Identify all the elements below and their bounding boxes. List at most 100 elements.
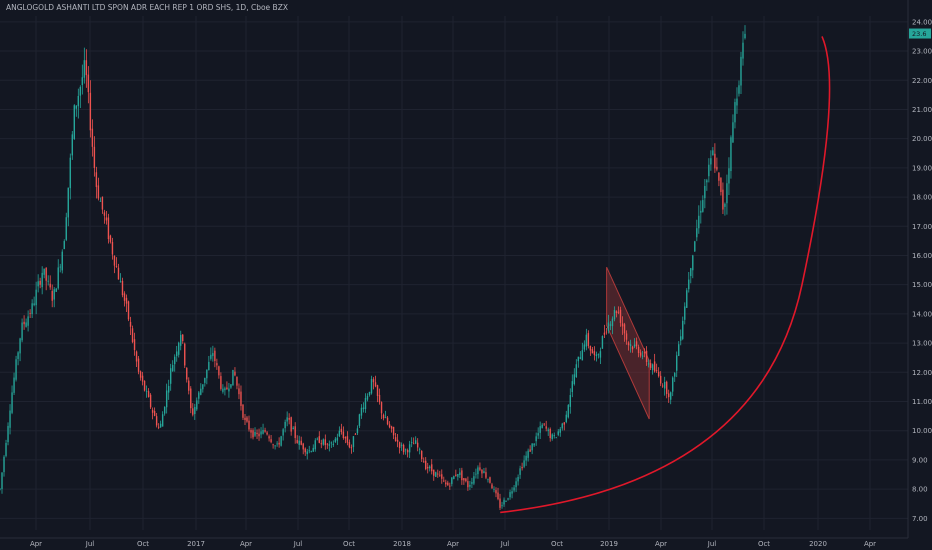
candle-body xyxy=(157,426,160,428)
candle-body xyxy=(266,432,268,435)
candle-body xyxy=(260,431,262,435)
candle-body xyxy=(471,481,473,484)
candle-body xyxy=(449,485,451,487)
x-tick-label: Apr xyxy=(240,540,252,548)
candle-body xyxy=(744,33,746,39)
parabolic-curve xyxy=(500,36,831,514)
candle-body xyxy=(665,381,668,394)
candle-body xyxy=(204,377,206,383)
candle-body xyxy=(501,505,503,507)
candle-body xyxy=(81,77,84,86)
candle-body xyxy=(376,385,379,396)
candle-body xyxy=(659,375,662,384)
candle-body xyxy=(75,105,78,109)
candle-body xyxy=(95,172,98,187)
candle-body xyxy=(649,363,652,368)
candle-body xyxy=(589,346,592,351)
candle-body xyxy=(346,436,349,443)
candle-body xyxy=(565,414,567,423)
y-tick-label: 12.00 xyxy=(912,369,932,377)
candle-body xyxy=(479,467,481,470)
candle-body xyxy=(517,477,519,482)
candle-body xyxy=(137,358,140,372)
x-tick-label: 2017 xyxy=(187,540,205,548)
candle-body xyxy=(437,473,439,475)
candle-body xyxy=(491,484,493,489)
candle-body xyxy=(667,393,670,398)
candle-body xyxy=(312,447,314,452)
candle-body xyxy=(412,443,415,445)
candle-body xyxy=(354,433,357,435)
candle-body xyxy=(109,235,112,242)
candle-body xyxy=(724,203,726,207)
candle-body xyxy=(232,369,234,386)
candle-body xyxy=(706,180,708,183)
candle-body xyxy=(551,434,553,440)
candle-body xyxy=(601,336,604,349)
candle-body xyxy=(59,266,61,268)
candle-body xyxy=(631,346,634,350)
candle-body xyxy=(457,473,459,477)
candle-body xyxy=(13,377,15,393)
candle-body xyxy=(455,474,457,476)
candle-body xyxy=(547,429,549,432)
candle-body xyxy=(398,442,401,449)
candle-body xyxy=(728,168,730,184)
candle-body xyxy=(597,354,600,356)
candle-body xyxy=(23,321,25,325)
candle-body xyxy=(410,442,413,443)
candle-body xyxy=(286,417,288,422)
candle-body xyxy=(505,501,507,502)
candle-body xyxy=(188,380,190,391)
candle-body xyxy=(396,439,399,442)
candle-body xyxy=(489,477,491,483)
candle-body xyxy=(549,429,551,439)
candle-body xyxy=(465,478,467,482)
candle-body xyxy=(414,440,417,444)
candle-body xyxy=(336,437,339,441)
candle-body xyxy=(575,364,578,378)
candle-body xyxy=(643,352,646,354)
x-tick-label: 2020 xyxy=(809,540,827,548)
candle-body xyxy=(645,350,648,363)
candle-body xyxy=(314,440,316,450)
y-tick-label: 20.00 xyxy=(912,135,932,143)
candle-body xyxy=(384,417,387,419)
candle-body xyxy=(423,461,425,463)
candle-body xyxy=(97,185,100,199)
candle-body xyxy=(563,422,565,425)
candle-body xyxy=(159,423,162,428)
candle-body xyxy=(302,443,304,450)
candle-body xyxy=(655,370,658,372)
candle-body xyxy=(272,444,274,446)
candles xyxy=(0,25,746,511)
candle-body xyxy=(79,86,82,96)
candle-body xyxy=(330,442,333,444)
candle-body xyxy=(463,478,465,481)
candle-body xyxy=(433,469,435,476)
candle-body xyxy=(402,444,405,453)
candle-body xyxy=(7,425,9,443)
candle-body xyxy=(431,464,433,472)
candle-body xyxy=(533,443,535,446)
candle-body xyxy=(111,241,114,255)
candle-body xyxy=(35,289,37,306)
candle-body xyxy=(145,390,148,392)
candle-body xyxy=(167,386,170,393)
candle-body xyxy=(688,279,690,290)
y-tick-label: 10.00 xyxy=(912,427,932,435)
candle-body xyxy=(11,392,13,413)
candle-body xyxy=(583,344,586,350)
candle-body xyxy=(736,98,738,106)
candle-body xyxy=(360,407,363,416)
candle-body xyxy=(386,417,389,425)
candle-body xyxy=(714,153,716,169)
candle-body xyxy=(155,416,158,426)
candle-body xyxy=(475,473,477,475)
candle-body xyxy=(83,60,86,78)
candle-body xyxy=(63,241,65,250)
candle-body xyxy=(585,334,588,347)
candle-body xyxy=(292,427,294,430)
candle-body xyxy=(356,428,359,434)
